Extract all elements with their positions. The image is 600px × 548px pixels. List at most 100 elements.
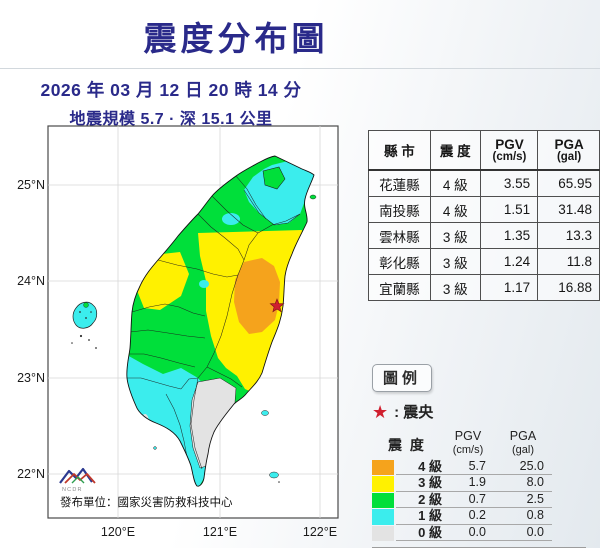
region-level4-hualien [234,258,280,334]
header-pga-unit: (gal) [556,151,582,163]
title-divider [0,68,600,69]
x-tick-121e: 121°E [203,525,237,539]
scale-pgv-value: 0.2 [442,508,494,525]
scale-pgv-value: 5.7 [442,459,494,476]
scale-pga-value: 8.0 [494,475,552,492]
penghu-islands [71,301,98,349]
scale-pga-value: 0.8 [494,508,552,525]
cell-county: 彰化縣 [368,248,431,275]
swatch-level1 [372,509,394,525]
header-pgv-label: PGV [495,137,524,152]
header-county-label: 縣 市 [383,144,415,159]
x-tick-122e: 122°E [303,525,337,539]
cell-county: 花蓮縣 [368,169,431,197]
scale-pgv-value: 0.7 [442,492,494,509]
cell-pgv: 3.55 [479,169,539,197]
x-tick-120e: 120°E [101,525,135,539]
y-tick-22n: 22°N [17,467,45,481]
header-level: 震 度 [429,130,481,171]
table-row: 雲林縣 3 級 1.35 13.3 [368,222,600,249]
scale-pgv-value: 1.9 [442,475,494,492]
y-tick-23n: 23°N [17,371,45,385]
scale-pga-value: 25.0 [494,459,552,476]
scale-level-label: 0 級 [396,525,442,542]
epicenter-legend-row: ★ : 震央 [372,401,590,422]
county-boundaries [127,175,301,470]
scale-header-pga: PGA (gal) [494,429,552,459]
scale-pgv-value: 0.0 [442,525,494,542]
table-header-row: 縣 市 震 度 PGV (cm/s) PGA (gal) [368,130,600,171]
region-level1-south [126,350,214,487]
cell-pgv: 1.24 [479,248,539,275]
region-level1-spot-a [222,213,240,225]
turtle-island [309,194,317,200]
header-county: 縣 市 [368,130,431,171]
scale-pga-value: 0.0 [494,525,552,542]
intensity-scale: 震 度 PGV (cm/s) PGA (gal) 4 級 5.7 25.0 3 … [372,429,590,542]
cell-level: 4 級 [429,196,481,223]
region-level1-spot-b [199,280,209,288]
cell-level: 4 級 [429,169,481,197]
swatch-level2 [372,492,394,509]
cell-pga: 13.3 [537,222,600,249]
orchid-island [269,471,279,479]
ncdr-logo-icon: NCDR [59,467,96,493]
cell-county: 雲林縣 [368,222,431,249]
scale-level-label: 4 級 [396,459,442,476]
swatch-level4 [372,459,394,476]
page-title: 震度分布圖 [143,20,329,57]
liuqiu-island [153,446,157,450]
cell-pga: 31.48 [537,196,600,223]
cell-county: 宜蘭縣 [368,274,431,301]
table-row: 南投縣 4 級 1.51 31.48 [368,196,600,223]
legend-title-box: 圖例 [372,364,433,392]
scale-header-pgv-unit: (cm/s) [452,443,484,456]
region-level2-taipei-enclave [262,166,286,190]
header-pgv-unit: (cm/s) [492,151,527,163]
scale-level-label: 2 級 [396,492,442,509]
county-intensity-table: 縣 市 震 度 PGV (cm/s) PGA (gal) 花蓮縣 4 級 3.55 … [368,130,600,301]
cell-pgv: 1.51 [479,196,539,223]
legend: 圖例 ★ : 震央 震 度 PGV (cm/s) PGA (gal) 4 級 5… [372,364,590,548]
cell-level: 3 級 [429,222,481,249]
header-pga: PGA (gal) [537,130,600,171]
swatch-level0 [372,525,394,542]
cell-pga: 16.88 [537,274,600,301]
cell-county: 南投縣 [368,196,431,223]
scale-level-label: 1 級 [396,508,442,525]
scale-pga-value: 2.5 [494,492,552,509]
swatch-level3 [372,476,394,492]
header-pga-label: PGA [554,137,584,152]
ncdr-logo-label: NCDR [62,487,83,493]
header-pgv: PGV (cm/s) [479,130,539,171]
event-magnitude-depth: 地震規模 5.7 · 深 15.1 公里 [69,111,273,128]
table-row: 宜蘭縣 3 級 1.17 16.88 [368,274,600,301]
cell-level: 3 級 [429,274,481,301]
epicenter-star-glyph: ★ [372,401,389,422]
islet-dot [278,481,280,483]
event-datetime: 2026 年 03 月 12 日 20 時 14 分 [40,80,302,100]
green-island [261,410,269,416]
event-info: 2026 年 03 月 12 日 20 時 14 分 地震規模 5.7 · 深 … [0,77,342,129]
scale-header-pgv-label: PGV [454,429,482,443]
epicenter-star-icon [269,298,285,313]
table-row: 花蓮縣 4 級 3.55 65.95 [368,169,600,197]
header-level-label: 震 度 [439,144,471,159]
cell-pgv: 1.35 [479,222,539,249]
y-tick-25n: 25°N [17,178,45,192]
publisher-label: 發布單位：國家災害防救科技中心 [60,495,233,509]
cell-level: 3 級 [429,248,481,275]
scale-header-pgv: PGV (cm/s) [442,429,494,459]
cell-pgv: 1.17 [479,274,539,301]
cell-pga: 11.8 [537,248,600,275]
scale-level-label: 3 級 [396,475,442,492]
y-tick-24n: 24°N [17,274,45,288]
intensity-map: 25°N 24°N 23°N 22°N 120°E 121°E 122°E [17,125,339,539]
region-level1-north [244,161,314,225]
scale-header-pga-label: PGA [509,429,537,443]
cell-pga: 65.95 [537,169,600,197]
scale-header-level: 震 度 [388,436,426,453]
scale-header-pga-unit: (gal) [511,443,534,456]
table-row: 彰化縣 3 級 1.24 11.8 [368,248,600,275]
epicenter-label: : 震央 [394,404,434,421]
